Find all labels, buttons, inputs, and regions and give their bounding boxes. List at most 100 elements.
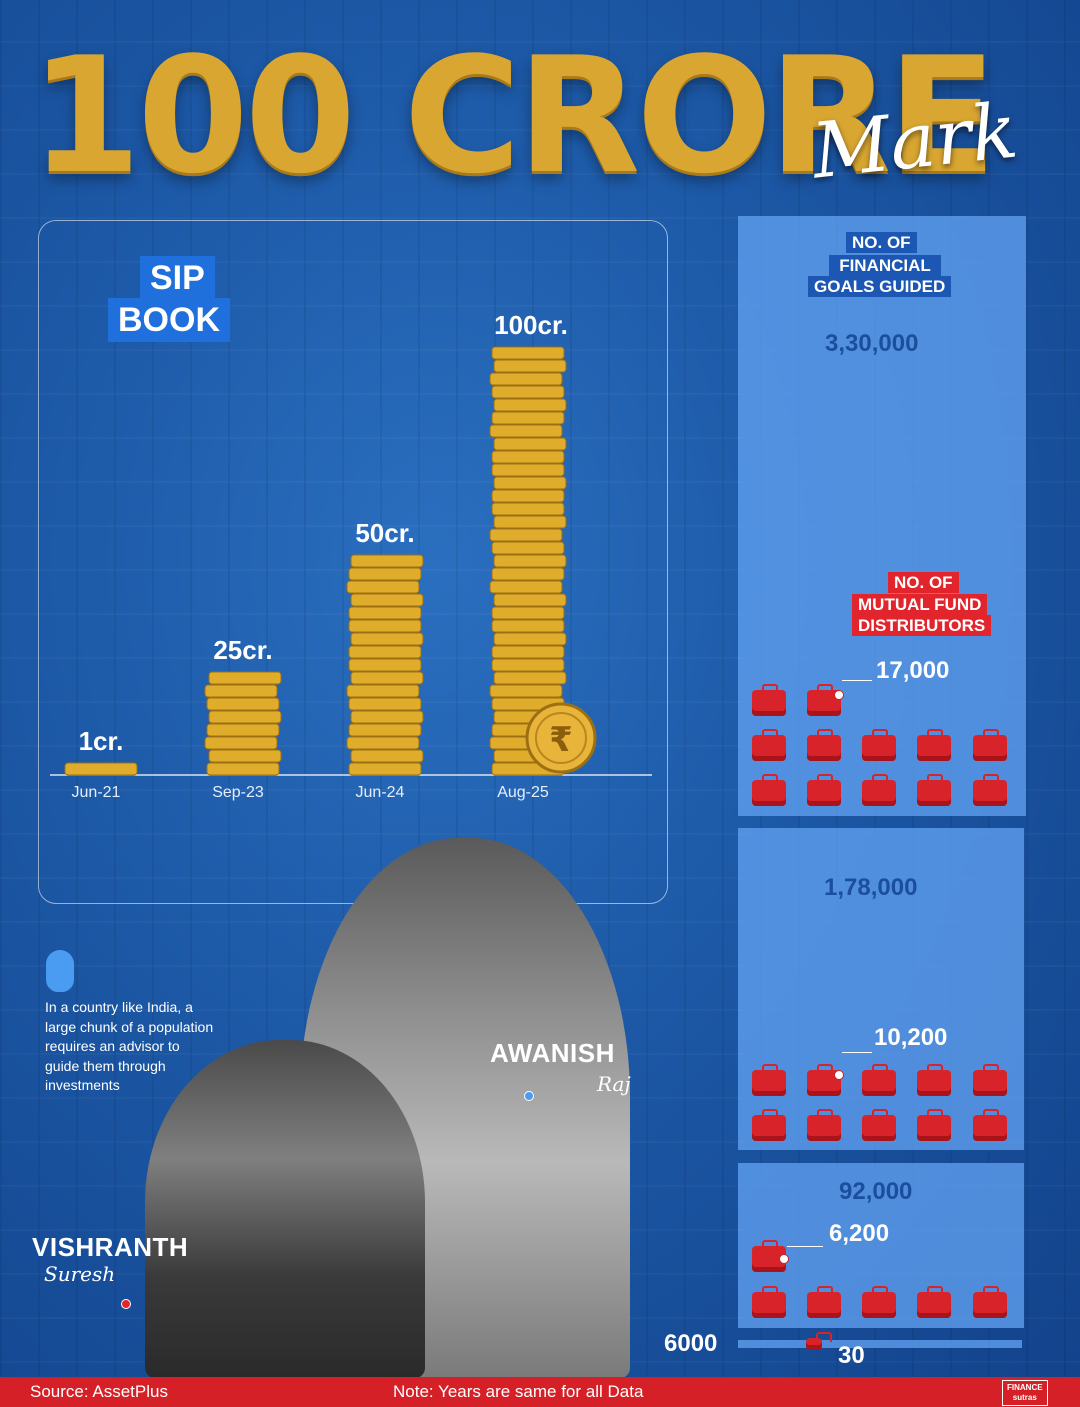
coin — [489, 424, 563, 438]
data-label-Jun-21: 1cr. — [79, 726, 124, 756]
coin — [493, 632, 567, 646]
footer-bar: Source: AssetPlus Note: Years are same f… — [0, 1377, 1080, 1407]
coin — [348, 697, 422, 711]
coin — [491, 385, 565, 399]
coin — [348, 606, 422, 620]
coin — [204, 684, 278, 698]
goals-label-line1: NO. OF — [846, 232, 917, 253]
coin — [489, 528, 563, 542]
coin — [208, 710, 282, 724]
coin — [348, 762, 422, 776]
briefcase-icon — [917, 1064, 951, 1096]
coin — [491, 645, 565, 659]
coin — [489, 684, 563, 698]
coin — [348, 645, 422, 659]
coin — [493, 437, 567, 451]
briefcase-icon — [807, 1109, 841, 1141]
coin — [491, 658, 565, 672]
coin — [348, 658, 422, 672]
page-title: 100 CRORE — [30, 22, 997, 209]
person-awanish-marker — [524, 1091, 534, 1101]
sip-badge-line2: BOOK — [108, 298, 230, 342]
coin — [350, 671, 424, 685]
sip-badge-line1: SIP — [140, 256, 215, 300]
person-vishranth-last-name: Suresh — [44, 1262, 116, 1286]
distributors-label-line1: NO. OF — [888, 572, 959, 593]
coin — [64, 762, 138, 776]
coin — [346, 736, 420, 750]
data-label-Aug-25: 100cr. — [494, 310, 568, 340]
briefcase-icon — [752, 1286, 786, 1318]
coin — [489, 580, 563, 594]
coin — [491, 502, 565, 516]
pointer-dot — [779, 1254, 789, 1264]
coin — [493, 515, 567, 529]
coin — [346, 580, 420, 594]
briefcase-icon — [752, 684, 786, 716]
coin — [350, 554, 424, 568]
briefcase-icon — [917, 729, 951, 761]
coin — [491, 567, 565, 581]
coin — [491, 411, 565, 425]
coin — [350, 710, 424, 724]
goals-value-jun21: 6000 — [664, 1330, 718, 1357]
coin — [350, 749, 424, 763]
distributors-label-line2: MUTUAL FUND — [852, 594, 988, 615]
note-text: Note: Years are same for all Data — [393, 1382, 644, 1401]
briefcase-icon — [973, 729, 1007, 761]
coin — [206, 762, 280, 776]
coin — [348, 619, 422, 633]
coin — [350, 632, 424, 646]
coin — [491, 489, 565, 503]
goals-column-baseline — [738, 1340, 1022, 1348]
coin — [493, 671, 567, 685]
briefcase-icon — [973, 1064, 1007, 1096]
bar-Jun-21 — [64, 762, 138, 776]
leader-line — [787, 1246, 823, 1247]
person-vishranth-first-name: VISHRANTH — [32, 1232, 189, 1262]
coin — [491, 541, 565, 555]
goals-label-line2: FINANCIAL — [829, 255, 941, 276]
goals-column-top — [738, 216, 1026, 816]
briefcase-icon — [807, 729, 841, 761]
coin — [493, 593, 567, 607]
coin — [491, 619, 565, 633]
distributors-value-aug25: 17,000 — [876, 657, 950, 684]
source-text: Source: AssetPlus — [30, 1382, 168, 1401]
briefcase-icon — [752, 729, 786, 761]
briefcase-icon — [862, 1064, 896, 1096]
briefcase-icon — [752, 1064, 786, 1096]
goals-label-line3: GOALS GUIDED — [808, 276, 952, 297]
goals-column-middle — [738, 828, 1024, 1150]
data-label-Sep-23: 25cr. — [213, 635, 272, 665]
coin — [206, 697, 280, 711]
tick-label-Jun-24: Jun-24 — [356, 784, 405, 801]
briefcase-icon — [752, 774, 786, 806]
person-vishranth-marker — [121, 1299, 131, 1309]
coin — [491, 606, 565, 620]
person-awanish-first-name: AWANISH — [490, 1038, 615, 1068]
briefcase-icon — [806, 1332, 832, 1350]
goals-value-jun24: 1,78,000 — [824, 874, 918, 901]
quote-text: In a country like India, a large chunk o… — [45, 999, 214, 1093]
coin — [348, 723, 422, 737]
rupee-symbol-icon: ₹ — [549, 720, 573, 760]
coin — [493, 476, 567, 490]
briefcase-icon — [862, 1286, 896, 1318]
bar-Sep-23 — [204, 671, 282, 776]
goals-value-aug25: 3,30,000 — [825, 330, 919, 357]
leader-line — [842, 680, 872, 681]
coin — [491, 450, 565, 464]
coin — [206, 723, 280, 737]
distributors-value-jun21: 30 — [838, 1342, 865, 1369]
coin — [208, 749, 282, 763]
person-vishranth-photo — [145, 1040, 425, 1378]
briefcase-icon — [917, 1109, 951, 1141]
distributors-label-line3: DISTRIBUTORS — [852, 615, 992, 636]
coin — [493, 398, 567, 412]
coin — [493, 554, 567, 568]
coin — [346, 684, 420, 698]
coin — [208, 671, 282, 685]
briefcase-icon — [973, 1286, 1007, 1318]
tick-label-Aug-25: Aug-25 — [497, 784, 549, 801]
